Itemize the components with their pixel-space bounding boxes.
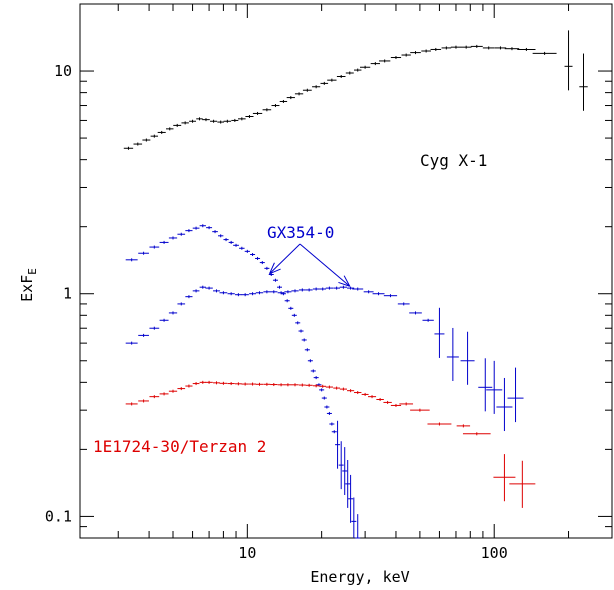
series-1 [125, 224, 361, 539]
x-axis-label: Energy, keV [310, 568, 409, 586]
annotation-label: Cyg X-1 [420, 151, 487, 170]
arrow-head [269, 268, 281, 275]
series-2 [125, 285, 524, 432]
annotations: Cyg X-1 GX354-0 1E1724-30/Terzan 2 [93, 151, 487, 456]
x-tick-label: 100 [481, 544, 508, 562]
annotation-label: 1E1724-30/Terzan 2 [93, 437, 266, 456]
y-axis-label-main: ExF [18, 275, 36, 302]
arrow-head [343, 275, 351, 287]
y-tick-label: 0.1 [45, 507, 72, 525]
arrow-head [269, 262, 275, 274]
y-axis-label: ExFE [18, 268, 39, 302]
y-tick-label: 10 [54, 62, 72, 80]
tick-labels: 10 100 0.1 1 10 [45, 62, 508, 562]
y-tick-label: 1 [63, 285, 72, 303]
series-0 [123, 30, 588, 150]
plot-border [79, 3, 613, 539]
svg-text:ExFE: ExFE [18, 268, 39, 302]
data-series [123, 30, 588, 539]
arrow-line [269, 243, 301, 275]
x-tick-label: 10 [238, 544, 256, 562]
annotation-label: GX354-0 [267, 223, 334, 242]
series-3 [125, 380, 536, 508]
plot-frame [79, 3, 613, 539]
arrow-line [299, 243, 351, 287]
y-axis-label-subscript: E [26, 268, 39, 275]
arrow-head [338, 281, 350, 287]
axis-ticks [80, 3, 613, 539]
